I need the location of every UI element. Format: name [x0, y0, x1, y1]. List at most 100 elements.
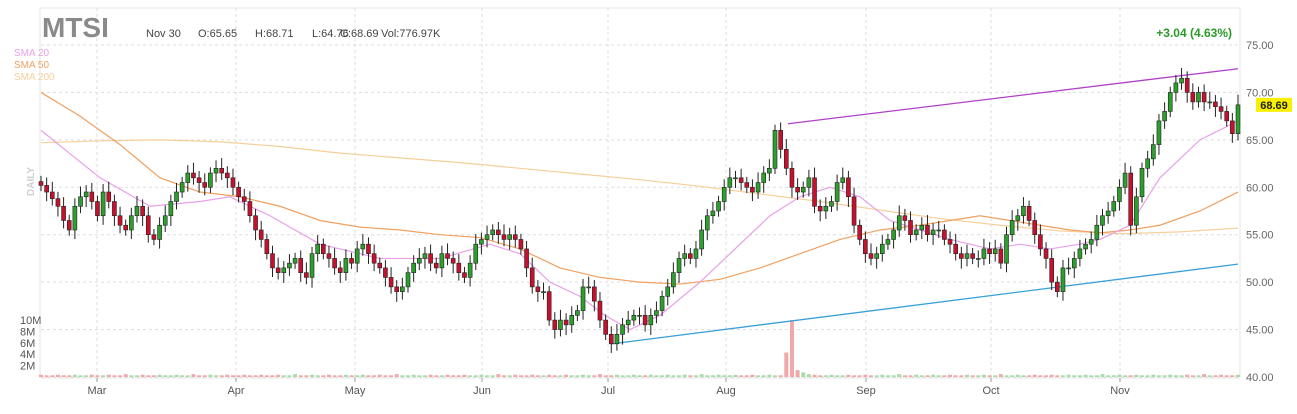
candle-body — [851, 196, 857, 226]
candle-body — [659, 296, 665, 311]
candle-body — [151, 234, 157, 240]
candle-body — [496, 229, 501, 236]
header-close: C:68.69 — [340, 28, 379, 40]
candle-body — [366, 243, 371, 254]
candle-body — [908, 220, 913, 236]
price-tick-label: 55.00 — [1246, 230, 1274, 242]
candle-body — [106, 191, 112, 202]
volume-bar — [948, 374, 953, 377]
candle-body — [947, 239, 953, 245]
volume-bar — [101, 375, 106, 377]
candle-body — [354, 248, 360, 264]
chart-frame — [39, 7, 1241, 379]
volume-bar — [1089, 375, 1094, 377]
volume-bar — [1140, 375, 1145, 377]
volume-bar — [1128, 375, 1133, 377]
candle-body — [117, 215, 123, 226]
volume-bar — [705, 375, 710, 377]
candle-body — [597, 300, 603, 321]
candle-body — [394, 286, 400, 292]
candle-body — [682, 253, 687, 259]
candle-body — [241, 196, 247, 202]
volume-bar — [998, 374, 1003, 377]
candle-body — [569, 315, 575, 326]
volume-bar — [1190, 375, 1195, 377]
candle-body — [213, 168, 219, 174]
candle-body — [716, 201, 721, 212]
candle-body — [800, 186, 806, 193]
candle-body — [1032, 220, 1038, 236]
candle-body — [55, 198, 61, 207]
candle-body — [78, 196, 83, 207]
candle-body — [112, 201, 117, 217]
candle-body — [806, 177, 812, 188]
volume-bar — [964, 374, 969, 377]
volume-bar — [225, 374, 230, 377]
volume-bar — [614, 374, 619, 377]
candle-body — [202, 182, 208, 188]
candle-body — [552, 319, 558, 330]
volume-bar — [84, 375, 89, 377]
candle-body — [61, 205, 66, 221]
volume-bar — [1055, 375, 1060, 377]
volume-bar — [439, 375, 444, 377]
candle-body — [371, 253, 377, 264]
volume-bar — [1083, 374, 1088, 377]
candle-body — [1088, 239, 1094, 245]
header-high: H:68.71 — [255, 28, 294, 40]
candle-body — [83, 191, 89, 198]
candle-body — [1224, 111, 1230, 122]
volume-bar — [191, 374, 196, 377]
volume-bar — [118, 375, 123, 377]
candle-body — [72, 205, 78, 231]
candle-body — [1026, 205, 1032, 221]
candle-body — [191, 172, 196, 179]
volume-bar — [400, 375, 405, 377]
volume-bar — [953, 375, 958, 377]
volume-bar — [507, 375, 512, 377]
volume-bar — [564, 374, 569, 377]
candle-body — [812, 177, 817, 207]
candle-body — [383, 267, 388, 278]
legend-sma20: SMA 20 — [14, 48, 49, 59]
volume-bar — [1224, 375, 1229, 377]
candle-body — [208, 172, 213, 188]
volume-bar — [377, 374, 382, 377]
volume-bar — [693, 375, 698, 377]
candle-body — [1235, 104, 1241, 134]
volume-bar — [942, 375, 947, 377]
volume-bar — [936, 375, 941, 377]
volume-bar — [874, 375, 879, 377]
candle-body — [1207, 101, 1213, 104]
candle-body — [874, 253, 879, 259]
candle-body — [665, 286, 671, 297]
volume-tick-label: 6M — [20, 338, 35, 350]
volume-bar — [468, 375, 473, 377]
candle-body — [631, 315, 637, 321]
candle-body — [473, 243, 479, 264]
candle-body — [925, 224, 930, 236]
volume-bar — [1038, 375, 1043, 377]
candle-body — [332, 258, 337, 269]
candle-body — [230, 177, 236, 188]
volume-bar — [795, 370, 800, 377]
candle-body — [857, 224, 863, 240]
candle-body — [614, 334, 620, 345]
candle-body — [360, 243, 366, 250]
candle-body — [637, 315, 642, 317]
volume-bar — [332, 375, 337, 377]
candle-body — [518, 239, 524, 250]
volume-bar — [129, 375, 134, 377]
candle-body — [225, 172, 230, 179]
candle-body — [733, 177, 738, 180]
candle-body — [1015, 215, 1021, 221]
candle-body — [253, 215, 258, 231]
volume-bar — [326, 374, 331, 377]
candle-body — [1184, 77, 1190, 93]
volume-bar — [1049, 374, 1054, 377]
candle-body — [1117, 186, 1122, 202]
candle-body — [546, 291, 552, 321]
volume-bar — [552, 375, 557, 377]
volume-bar — [1196, 375, 1201, 377]
